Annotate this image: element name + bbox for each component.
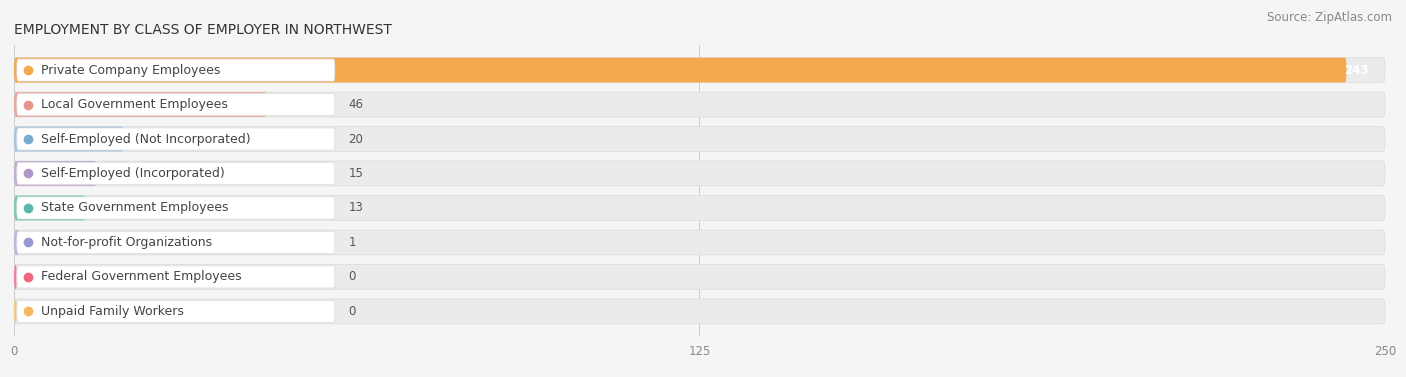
Text: Not-for-profit Organizations: Not-for-profit Organizations — [42, 236, 212, 249]
FancyBboxPatch shape — [17, 93, 335, 116]
FancyBboxPatch shape — [14, 127, 1385, 152]
FancyBboxPatch shape — [14, 127, 124, 152]
FancyBboxPatch shape — [14, 299, 1385, 324]
Text: Federal Government Employees: Federal Government Employees — [42, 270, 242, 284]
FancyBboxPatch shape — [14, 265, 1385, 289]
FancyBboxPatch shape — [17, 59, 335, 81]
Text: Self-Employed (Incorporated): Self-Employed (Incorporated) — [42, 167, 225, 180]
FancyBboxPatch shape — [17, 162, 335, 184]
FancyBboxPatch shape — [14, 58, 1347, 83]
FancyBboxPatch shape — [14, 196, 86, 221]
Text: Self-Employed (Not Incorporated): Self-Employed (Not Incorporated) — [42, 132, 252, 146]
Text: 1: 1 — [349, 236, 356, 249]
FancyBboxPatch shape — [14, 230, 20, 255]
FancyBboxPatch shape — [14, 92, 1385, 117]
Text: 15: 15 — [349, 167, 363, 180]
Text: 20: 20 — [349, 132, 363, 146]
FancyBboxPatch shape — [17, 300, 335, 322]
Text: 46: 46 — [349, 98, 364, 111]
Text: 243: 243 — [1344, 64, 1368, 77]
FancyBboxPatch shape — [14, 196, 1385, 221]
Text: Local Government Employees: Local Government Employees — [42, 98, 228, 111]
FancyBboxPatch shape — [14, 58, 1385, 83]
FancyBboxPatch shape — [14, 230, 1385, 255]
FancyBboxPatch shape — [17, 197, 335, 219]
Text: EMPLOYMENT BY CLASS OF EMPLOYER IN NORTHWEST: EMPLOYMENT BY CLASS OF EMPLOYER IN NORTH… — [14, 23, 392, 37]
Text: 13: 13 — [349, 201, 363, 215]
FancyBboxPatch shape — [14, 299, 17, 324]
FancyBboxPatch shape — [14, 92, 266, 117]
FancyBboxPatch shape — [17, 231, 335, 253]
Text: Unpaid Family Workers: Unpaid Family Workers — [42, 305, 184, 318]
FancyBboxPatch shape — [17, 128, 335, 150]
Text: Source: ZipAtlas.com: Source: ZipAtlas.com — [1267, 11, 1392, 24]
Text: 0: 0 — [349, 270, 356, 284]
FancyBboxPatch shape — [17, 266, 335, 288]
Text: Private Company Employees: Private Company Employees — [42, 64, 221, 77]
FancyBboxPatch shape — [14, 161, 1385, 186]
Text: 0: 0 — [349, 305, 356, 318]
FancyBboxPatch shape — [14, 161, 96, 186]
Text: State Government Employees: State Government Employees — [42, 201, 229, 215]
FancyBboxPatch shape — [14, 265, 17, 289]
